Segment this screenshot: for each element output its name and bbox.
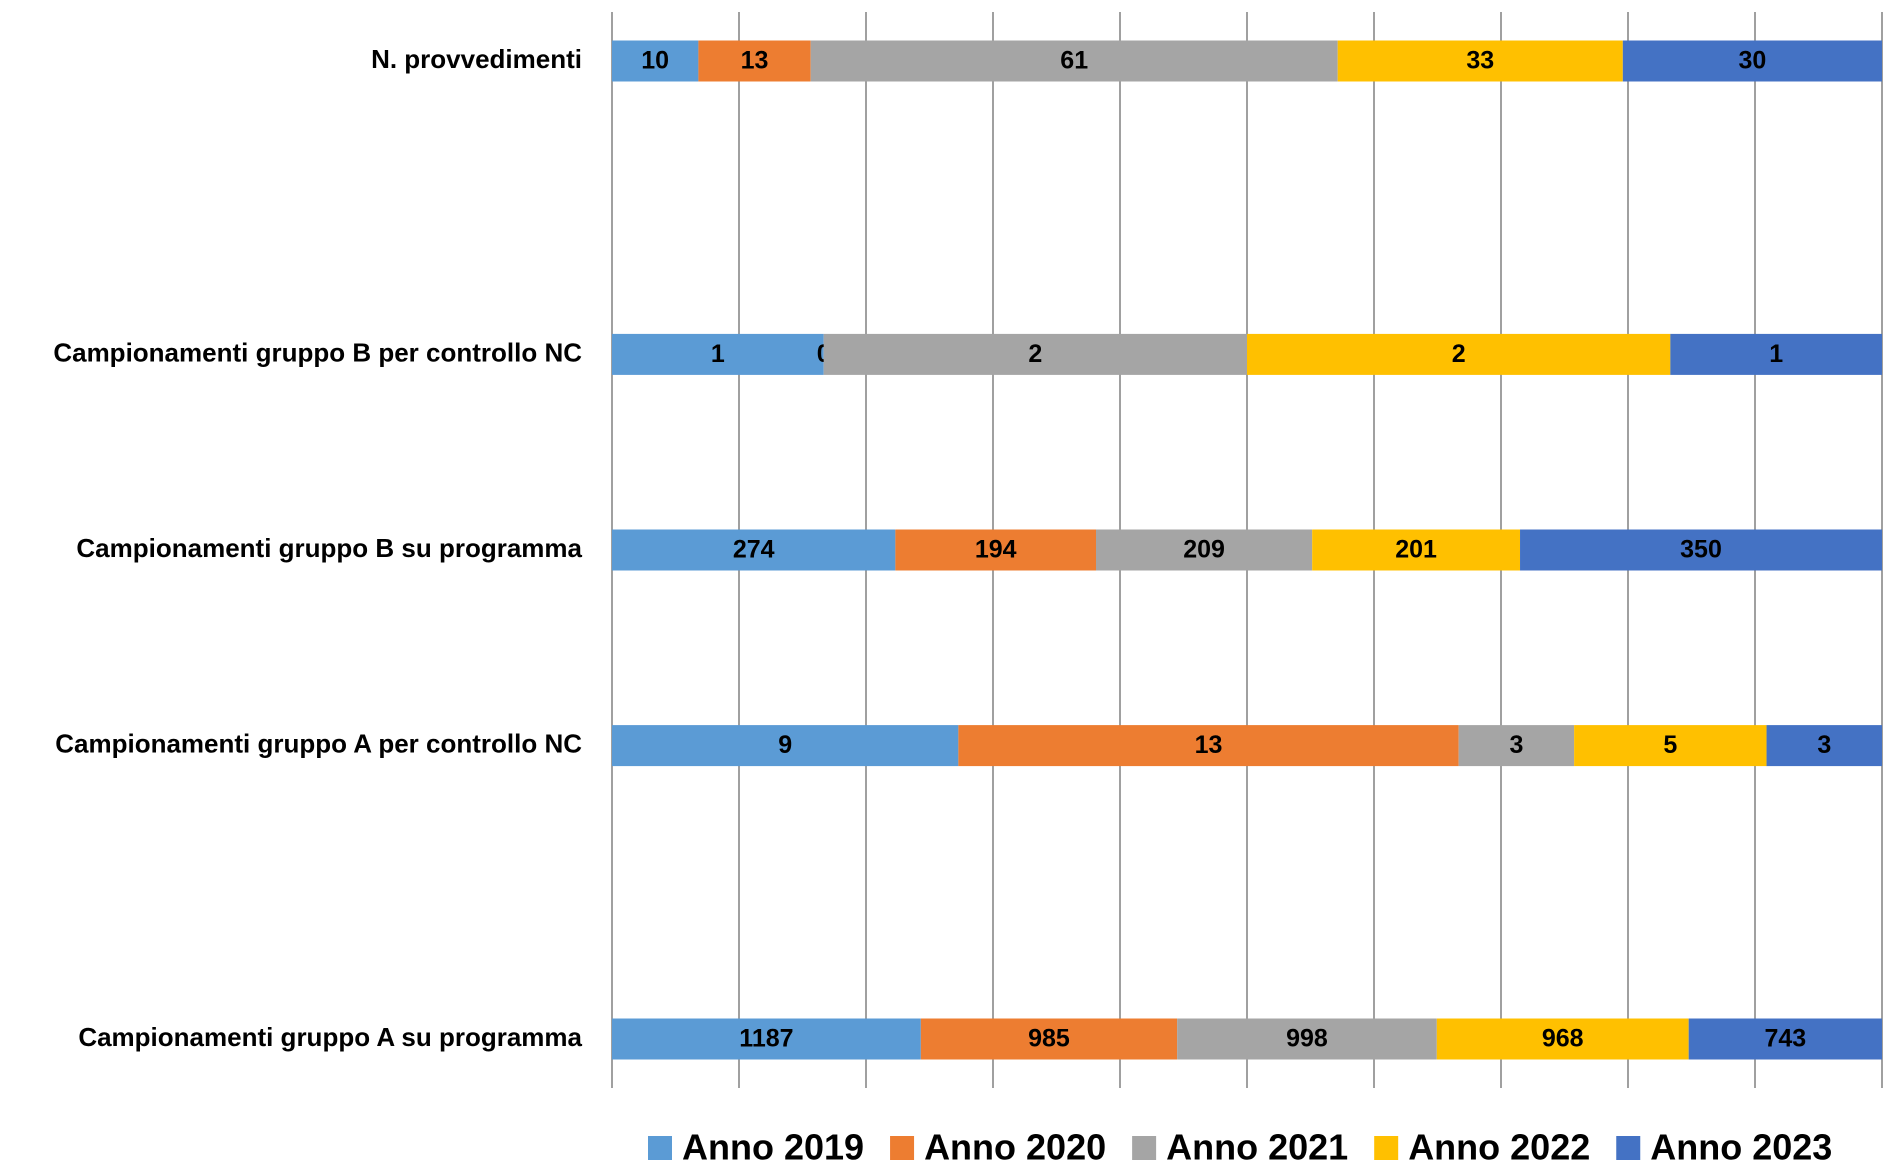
bar-segment bbox=[1520, 529, 1882, 571]
legend-label: Anno 2021 bbox=[1166, 1127, 1348, 1166]
data-label: 3 bbox=[1817, 731, 1831, 759]
bar-segment bbox=[1436, 1018, 1689, 1060]
legend-swatch bbox=[1374, 1136, 1399, 1160]
bar-segment bbox=[895, 529, 1097, 571]
legend-swatch bbox=[648, 1136, 672, 1160]
bar-segment bbox=[612, 725, 959, 767]
data-label: 5 bbox=[1663, 731, 1677, 759]
data-label: 209 bbox=[1183, 536, 1225, 564]
legend-swatch bbox=[1616, 1136, 1641, 1160]
data-label: 13 bbox=[1195, 731, 1223, 759]
bar-segment bbox=[1337, 40, 1623, 82]
legend-label: Anno 2020 bbox=[924, 1127, 1106, 1166]
category-label: Campionamenti gruppo A su programma bbox=[78, 1022, 582, 1052]
bar-segment bbox=[612, 40, 699, 82]
category-label: Campionamenti gruppo A per controllo NC bbox=[55, 728, 582, 758]
bar-segment bbox=[1688, 1018, 1882, 1060]
data-label: 985 bbox=[1028, 1025, 1070, 1053]
data-label: 1 bbox=[1769, 340, 1783, 368]
category-label: Campionamenti gruppo B su programma bbox=[76, 533, 582, 563]
data-label: 1 bbox=[711, 340, 725, 368]
data-label: 3 bbox=[1509, 731, 1523, 759]
data-label: 350 bbox=[1680, 536, 1722, 564]
data-label: 61 bbox=[1060, 47, 1088, 75]
bar-segment bbox=[810, 40, 1338, 82]
legend-swatch bbox=[890, 1136, 915, 1160]
data-label: 33 bbox=[1466, 47, 1494, 75]
bar-segment bbox=[1622, 40, 1882, 82]
bar-segment bbox=[920, 1018, 1178, 1060]
data-label: 30 bbox=[1739, 47, 1767, 75]
data-label: 10 bbox=[641, 47, 669, 75]
category-label: Campionamenti gruppo B per controllo NC bbox=[53, 337, 582, 367]
data-label: 13 bbox=[741, 47, 769, 75]
data-label: 743 bbox=[1764, 1025, 1806, 1053]
data-label: 998 bbox=[1286, 1025, 1328, 1053]
bar-segment bbox=[1458, 725, 1575, 767]
data-label: 1187 bbox=[739, 1025, 793, 1053]
bar-segment bbox=[612, 529, 896, 571]
data-label: 9 bbox=[778, 731, 792, 759]
data-label: 2 bbox=[1452, 340, 1466, 368]
bar-segment bbox=[1096, 529, 1313, 571]
bar-segment bbox=[1766, 725, 1882, 767]
data-label: 194 bbox=[975, 536, 1017, 564]
category-label: N. provvedimenti bbox=[371, 44, 582, 74]
bar-segment bbox=[1312, 529, 1521, 571]
bar-segment bbox=[1574, 725, 1767, 767]
legend-label: Anno 2019 bbox=[682, 1127, 864, 1166]
data-label: 2 bbox=[1028, 340, 1042, 368]
legend-swatch bbox=[1132, 1136, 1157, 1160]
legend-label: Anno 2023 bbox=[1650, 1127, 1832, 1166]
bar-segment bbox=[612, 1018, 921, 1060]
legend-label: Anno 2022 bbox=[1408, 1127, 1590, 1166]
bar-segment bbox=[958, 725, 1459, 767]
bar-segment bbox=[612, 333, 824, 375]
bar-segment bbox=[1177, 1018, 1437, 1060]
bar-segment bbox=[823, 333, 1247, 375]
data-label: 274 bbox=[733, 536, 775, 564]
data-label: 201 bbox=[1395, 536, 1437, 564]
bar-segment bbox=[1247, 333, 1671, 375]
data-label: 968 bbox=[1542, 1025, 1584, 1053]
bar-segment bbox=[1670, 333, 1882, 375]
bar-segment bbox=[698, 40, 811, 82]
